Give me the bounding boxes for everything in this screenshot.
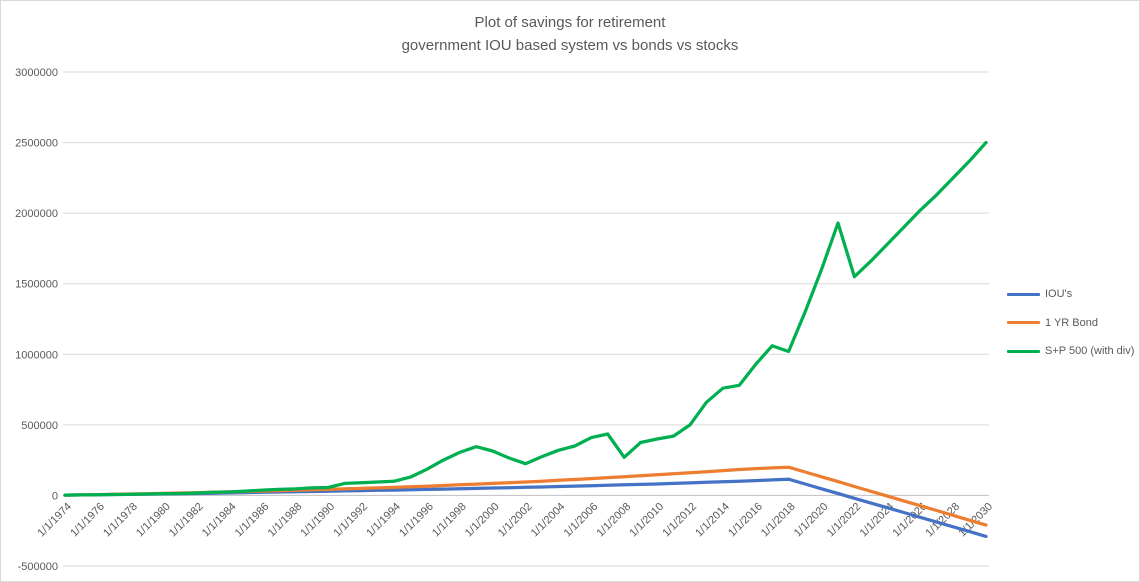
- x-tick-label: 1/1/2016: [726, 501, 765, 540]
- x-tick-label: 1/1/1980: [134, 501, 173, 540]
- legend-swatch-icon-sp500: [1007, 349, 1040, 353]
- legend-label-sp500: S+P 500 (with div): [1045, 345, 1135, 358]
- x-tick-label: 1/1/2008: [595, 501, 634, 540]
- x-tick-label: 1/1/2012: [660, 501, 699, 540]
- x-tick-label: 1/1/2014: [693, 501, 732, 540]
- x-tick-label: 1/1/1988: [266, 501, 305, 540]
- legend-swatch-icon-ious: [1007, 292, 1040, 296]
- x-tick-label: 1/1/2000: [463, 501, 502, 540]
- legend-item-sp500: S+P 500 (with div): [1007, 337, 1134, 366]
- y-tick-label: 1000000: [15, 349, 58, 361]
- legend-label-bond: 1 YR Bond: [1045, 316, 1099, 329]
- x-tick-label: 1/1/1978: [101, 501, 140, 540]
- x-tick-label: 1/1/2018: [759, 501, 798, 540]
- x-tick-label: 1/1/1994: [364, 501, 403, 540]
- y-tick-label: 0: [52, 490, 58, 502]
- x-tick-label: 1/1/1992: [331, 501, 370, 540]
- x-tick-label: 1/1/2002: [496, 501, 535, 540]
- y-tick-label: 1500000: [15, 279, 58, 291]
- x-tick-label: 1/1/2022: [825, 501, 864, 540]
- y-tick-label: -500000: [18, 561, 58, 573]
- x-tick-label: 1/1/2004: [529, 501, 568, 540]
- x-tick-label: 1/1/1986: [233, 501, 272, 540]
- x-tick-label: 1/1/1982: [167, 501, 206, 540]
- series-line-sp500: [63, 140, 988, 497]
- x-tick-label: 1/1/1976: [68, 501, 107, 540]
- legend-swatch-icon-bond: [1007, 321, 1040, 325]
- x-tick-label: 1/1/1998: [430, 501, 469, 540]
- y-tick-label: 2000000: [15, 208, 58, 220]
- y-tick-label: 500000: [21, 420, 58, 432]
- x-tick-label: 1/1/2020: [792, 501, 831, 540]
- legend-item-ious: IOU's: [1007, 280, 1134, 309]
- x-tick-label: 1/1/2010: [627, 501, 666, 540]
- x-tick-label: 1/1/2006: [562, 501, 601, 540]
- x-tick-label: 1/1/1974: [35, 501, 74, 540]
- x-tick-label: 1/1/1996: [397, 501, 436, 540]
- legend: IOU's 1 YR Bond S+P 500 (with div): [1007, 280, 1134, 366]
- y-tick-label: 3000000: [15, 67, 58, 79]
- legend-label-ious: IOU's: [1045, 288, 1073, 301]
- y-tick-label: 2500000: [15, 138, 58, 150]
- x-tick-label: 1/1/1990: [298, 501, 337, 540]
- x-tick-label: 1/1/1984: [200, 501, 239, 540]
- legend-item-bond: 1 YR Bond: [1007, 309, 1134, 338]
